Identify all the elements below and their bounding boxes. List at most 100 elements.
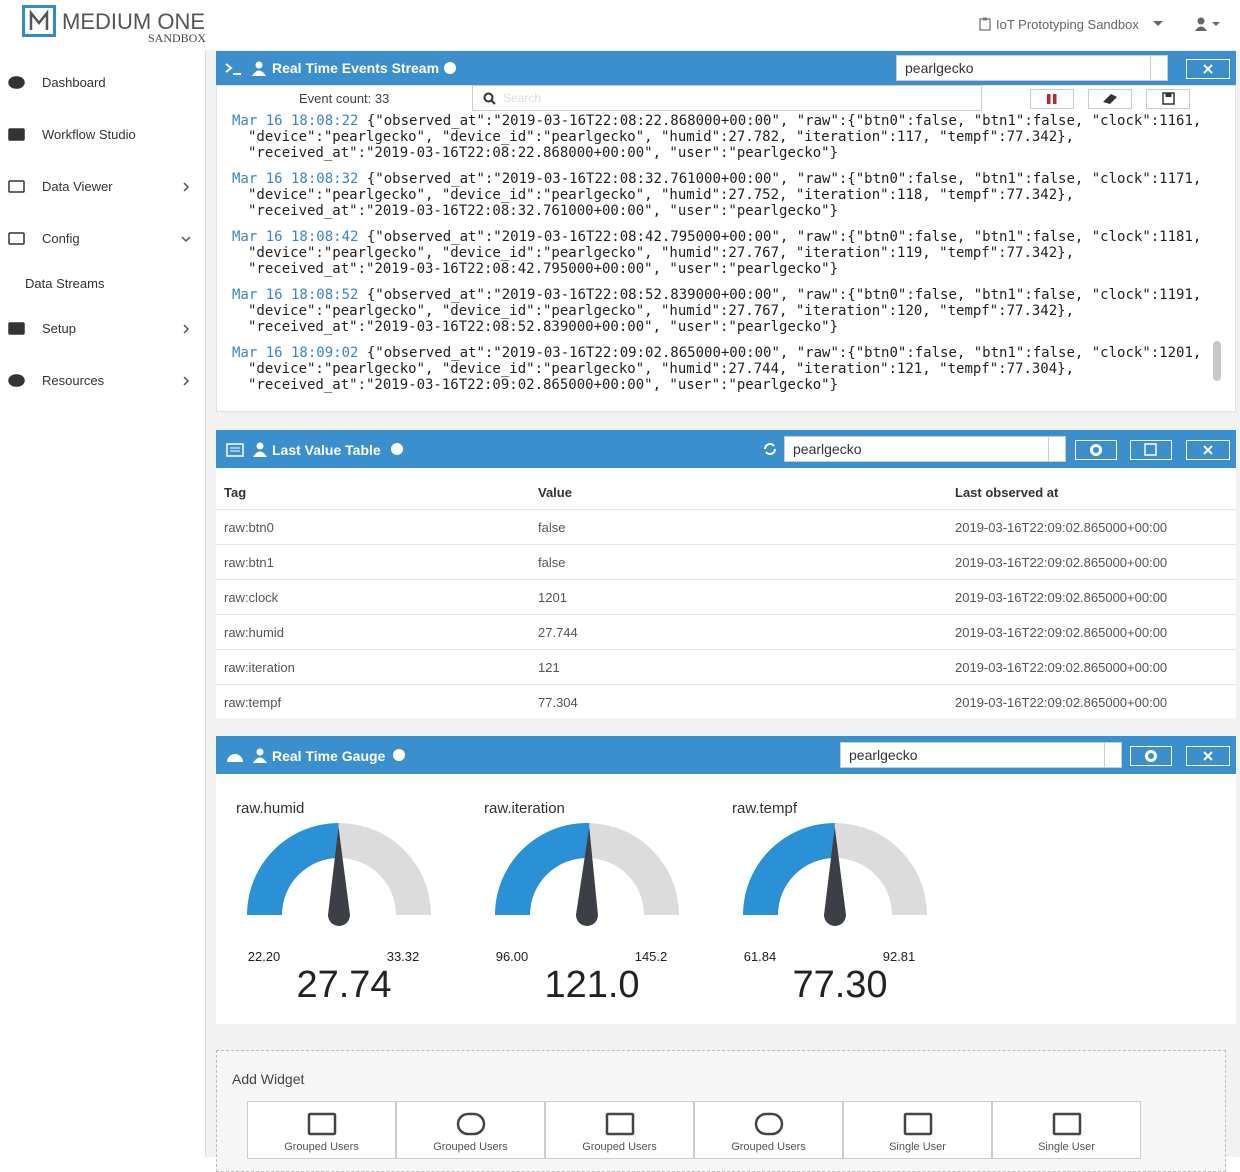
widget-icon bbox=[754, 1112, 783, 1136]
device-select[interactable]: pearlgecko bbox=[784, 436, 1066, 462]
icon-shape bbox=[754, 1112, 783, 1136]
icon-shape bbox=[8, 76, 25, 89]
widget-type-button[interactable]: Single User bbox=[992, 1101, 1141, 1159]
widget-type-label: Grouped Users bbox=[284, 1141, 359, 1153]
widget-type-button[interactable]: Single User bbox=[843, 1101, 992, 1159]
nav-icon bbox=[8, 128, 25, 141]
nav-icon bbox=[8, 76, 25, 89]
events-panel: Event count: 33 Search Mar 16 18:08:22 {… bbox=[216, 85, 1236, 412]
icon-shape bbox=[8, 322, 25, 335]
scrollbar[interactable] bbox=[1213, 341, 1221, 381]
widget-type-button[interactable]: Grouped Users bbox=[545, 1101, 694, 1159]
settings-button[interactable] bbox=[1075, 440, 1117, 460]
nav-item[interactable]: Data Streams bbox=[25, 276, 105, 291]
widget-icon bbox=[456, 1112, 485, 1136]
gauge-needle bbox=[824, 827, 846, 926]
table-header: Last Value Table pearlgecko bbox=[216, 430, 1236, 468]
caret bbox=[1153, 21, 1163, 26]
help-icon[interactable] bbox=[390, 442, 404, 456]
nav-item[interactable]: Workflow Studio bbox=[42, 127, 136, 142]
gauge-panel: raw.humid 22.20 33.32 27.74 raw.iteration 96.… bbox=[216, 774, 1236, 1024]
close-button[interactable] bbox=[1186, 440, 1230, 460]
nav-item[interactable]: Dashboard bbox=[42, 75, 106, 90]
table-cell: 2019-03-16T22:09:02.865000+00:00 bbox=[947, 649, 1236, 685]
search-box[interactable]: Search bbox=[472, 85, 982, 111]
nav-item[interactable]: Resources bbox=[42, 373, 105, 388]
device-name: pearlgecko bbox=[793, 441, 862, 457]
table-cell: raw:iteration bbox=[216, 649, 530, 685]
gauge-needle bbox=[576, 827, 598, 926]
close-button[interactable] bbox=[1186, 746, 1230, 766]
nav-item[interactable]: Data Viewer bbox=[42, 179, 113, 194]
header-icons bbox=[226, 442, 267, 457]
gauge-label: raw.humid bbox=[236, 800, 305, 817]
gauge-min: 22.20 bbox=[248, 949, 281, 964]
gauge-value: 77.30 bbox=[792, 964, 887, 1006]
event-body: {"observed_at":"2019-03-16T22:08:42.7950… bbox=[248, 229, 1202, 277]
widget-type-label: Single User bbox=[1038, 1141, 1095, 1153]
widget-icon bbox=[903, 1112, 932, 1136]
events-list: Mar 16 18:08:22 {"observed_at":"2019-03-… bbox=[217, 113, 1235, 411]
table-cell: 27.744 bbox=[530, 614, 947, 650]
project-selector[interactable]: IoT Prototyping Sandbox bbox=[996, 17, 1139, 32]
event-entry: Mar 16 18:09:02 {"observed_at":"2019-03-… bbox=[232, 345, 1218, 393]
device-select[interactable]: pearlgecko bbox=[840, 742, 1122, 768]
gauge-min: 61.84 bbox=[744, 949, 777, 964]
nav-icon bbox=[8, 232, 25, 245]
event-count: Event count: 33 bbox=[299, 91, 390, 106]
icon-shape bbox=[307, 1112, 336, 1136]
nav-item[interactable]: Setup bbox=[42, 321, 76, 336]
user-menu[interactable] bbox=[1194, 16, 1224, 32]
logo-sub: SANDBOX bbox=[148, 31, 207, 45]
gauge-min: 96.00 bbox=[496, 949, 529, 964]
table-row: raw:btn1 false 2019-03-16T22:09:02.865000+… bbox=[216, 544, 1236, 580]
save-button[interactable] bbox=[1146, 89, 1190, 109]
icon-shape bbox=[8, 232, 25, 245]
save-button[interactable] bbox=[1130, 440, 1172, 460]
gauge-fill bbox=[743, 823, 835, 915]
chevron-shape bbox=[183, 182, 190, 192]
pause-button[interactable] bbox=[1030, 89, 1074, 109]
header-icons bbox=[227, 748, 267, 763]
nav-item[interactable]: Config bbox=[42, 231, 80, 246]
project-icon bbox=[979, 17, 991, 31]
column-header: Last observed at bbox=[955, 484, 1059, 500]
table-cell: 2019-03-16T22:09:02.865000+00:00 bbox=[947, 684, 1236, 719]
search-placeholder: Search bbox=[503, 91, 542, 105]
nav-icon bbox=[8, 322, 25, 335]
table-row: raw:tempf 77.304 2019-03-16T22:09:02.86500… bbox=[216, 684, 1236, 719]
table-cell: 1201 bbox=[530, 579, 947, 615]
icon-shape bbox=[605, 1112, 634, 1136]
table-cell: 77.304 bbox=[530, 684, 947, 719]
help-icon[interactable] bbox=[443, 61, 457, 75]
settings-button[interactable] bbox=[1130, 746, 1172, 766]
table-row: raw:clock 1201 2019-03-16T22:09:02.865000+… bbox=[216, 579, 1236, 615]
table-cell: raw:tempf bbox=[216, 684, 530, 719]
device-select[interactable]: pearlgecko bbox=[896, 55, 1168, 81]
column-header: Tag bbox=[224, 484, 247, 500]
close-button[interactable] bbox=[1186, 59, 1230, 79]
table-row: raw:humid 27.744 2019-03-16T22:09:02.86500… bbox=[216, 614, 1236, 650]
main-area: Real Time Events Stream pearlgecko Event… bbox=[206, 50, 1240, 1172]
widget-type-button[interactable]: Grouped Users bbox=[396, 1101, 545, 1159]
event-time: Mar 16 18:08:42 bbox=[232, 229, 359, 245]
help-icon[interactable] bbox=[392, 748, 406, 762]
chevron bbox=[183, 182, 190, 192]
event-entry: Mar 16 18:08:22 {"observed_at":"2019-03-… bbox=[232, 113, 1218, 161]
gauge-max: 33.32 bbox=[387, 949, 420, 964]
table-cell: raw:humid bbox=[216, 614, 530, 650]
refresh-icon[interactable] bbox=[763, 442, 777, 456]
widget-type-button[interactable]: Grouped Users bbox=[694, 1101, 843, 1159]
chevron bbox=[183, 376, 190, 386]
clear-button[interactable] bbox=[1088, 89, 1132, 109]
widget-type-button[interactable]: Grouped Users bbox=[247, 1101, 396, 1159]
event-time: Mar 16 18:09:02 bbox=[232, 345, 359, 361]
widget-title: Last Value Table bbox=[272, 442, 381, 458]
table-row: raw:iteration 121 2019-03-16T22:09:02.8650… bbox=[216, 649, 1236, 685]
event-entry: Mar 16 18:08:52 {"observed_at":"2019-03-… bbox=[232, 287, 1218, 335]
table-cell: 121 bbox=[530, 649, 947, 685]
device-name: pearlgecko bbox=[849, 747, 918, 763]
